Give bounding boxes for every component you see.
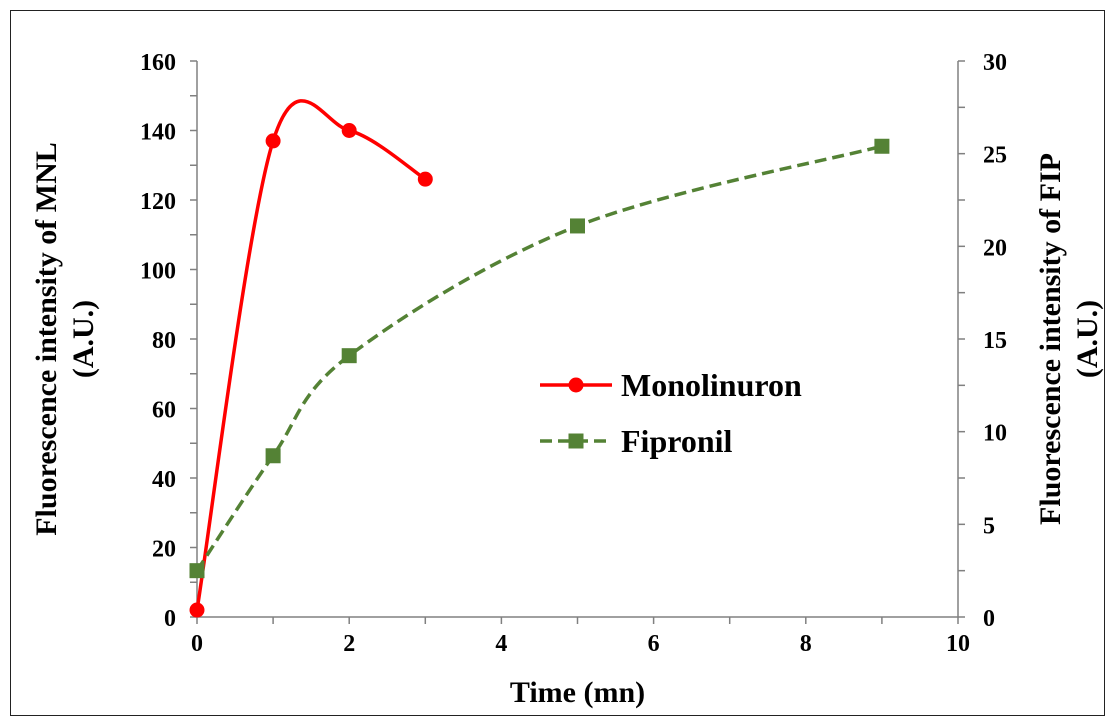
chart-frame — [10, 10, 1105, 716]
left-y-axis-title-line-1: Fluorescence intensity of MNL — [30, 142, 63, 536]
left-y-tick-label: 100 — [140, 259, 176, 285]
left-y-tick-label: 120 — [140, 189, 176, 215]
fipronil-data-point — [874, 138, 890, 154]
monolinuron-data-point — [189, 602, 205, 618]
x-axis-title: Time (mn) — [510, 676, 645, 709]
right-y-tick-label: 20 — [983, 235, 1007, 261]
right-y-tick-label: 15 — [983, 328, 1007, 354]
right-y-tick-label: 10 — [983, 421, 1007, 447]
monolinuron-data-point — [265, 133, 281, 149]
left-y-tick-label: 40 — [152, 467, 176, 493]
monolinuron-legend-label: Monolinuron — [621, 367, 802, 403]
series-layer — [189, 99, 890, 618]
fipronil-data-point — [265, 448, 281, 464]
fipronil-data-point — [341, 348, 357, 364]
fipronil-series-line — [195, 144, 883, 572]
right-y-tick-label: 0 — [983, 606, 995, 632]
x-tick-label: 2 — [343, 631, 355, 657]
left-y-tick-label: 80 — [152, 328, 176, 354]
left-y-axis-title-line-2: (A.U.) — [67, 300, 100, 378]
fipronil-legend-marker — [568, 433, 584, 449]
fipronil-data-point — [570, 218, 585, 234]
left-y-tick-label: 0 — [164, 606, 176, 632]
left-y-tick-label: 60 — [152, 398, 176, 424]
fipronil-legend-label: Fipronil — [621, 423, 733, 459]
x-tick-label: 6 — [648, 631, 660, 657]
monolinuron-data-point — [417, 171, 433, 187]
x-tick-label: 0 — [191, 631, 203, 657]
fipronil-data-point — [189, 563, 205, 579]
right-y-tick-label: 25 — [983, 143, 1007, 169]
monolinuron-legend-marker — [568, 377, 584, 393]
right-y-axis-title-line-2: (A.U.) — [1071, 300, 1104, 378]
monolinuron-data-point — [341, 123, 357, 138]
left-y-tick-label: 160 — [140, 50, 176, 76]
x-tick-label: 4 — [495, 631, 507, 657]
right-y-axis-title-line-1: Fluorescence intensity of FIP — [1034, 153, 1067, 525]
x-tick-label: 10 — [946, 631, 970, 657]
x-tick-label: 8 — [800, 631, 812, 657]
right-y-tick-label: 5 — [983, 513, 995, 539]
right-y-tick-label: 30 — [983, 50, 1007, 76]
left-y-tick-label: 140 — [140, 120, 176, 146]
monolinuron-series-line — [195, 99, 427, 611]
left-y-tick-label: 20 — [152, 537, 176, 563]
legend: Monolinuron Fipronil — [540, 367, 802, 459]
